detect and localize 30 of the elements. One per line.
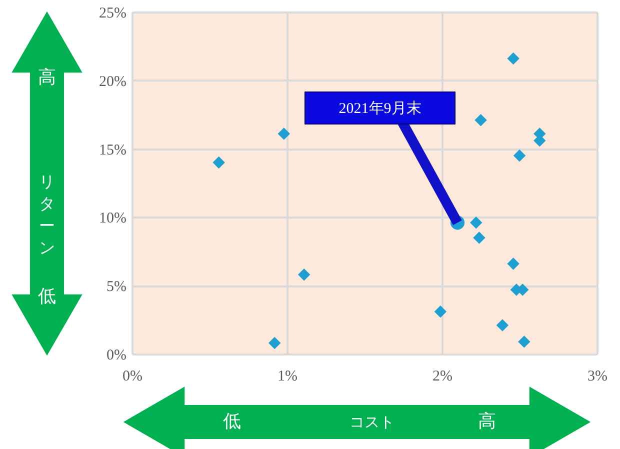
annotation: 2021年9月末: [338, 100, 422, 117]
point: [298, 268, 310, 281]
y-tick-label: 10%: [99, 210, 126, 227]
text: 高: [478, 411, 496, 431]
point: [496, 319, 509, 332]
point: [507, 258, 520, 270]
y-tick-label: 5%: [106, 279, 126, 296]
text: 高: [38, 67, 56, 87]
point: [268, 336, 281, 350]
point: [507, 52, 520, 65]
point: [518, 336, 530, 348]
point: [473, 232, 486, 244]
point: [474, 114, 487, 126]
x-tick-label: 1%: [278, 368, 298, 384]
x-axis-title: コスト: [350, 415, 394, 431]
y-tick-label: 15%: [99, 142, 126, 158]
text: 低: [223, 411, 241, 431]
point: [513, 150, 526, 162]
point: [212, 156, 225, 169]
point: [278, 128, 290, 140]
point: [470, 216, 482, 229]
text: 低: [38, 286, 56, 306]
y-tick-label: 25%: [99, 6, 126, 22]
y-axis-title: リターン: [39, 174, 55, 257]
point: [434, 305, 447, 318]
y-tick-label: 20%: [99, 74, 126, 90]
x-tick-label: 0%: [122, 368, 142, 384]
x-tick-label: 3%: [588, 368, 608, 384]
x-tick-label: 2%: [432, 368, 452, 384]
y-tick-label: 0%: [106, 348, 126, 364]
